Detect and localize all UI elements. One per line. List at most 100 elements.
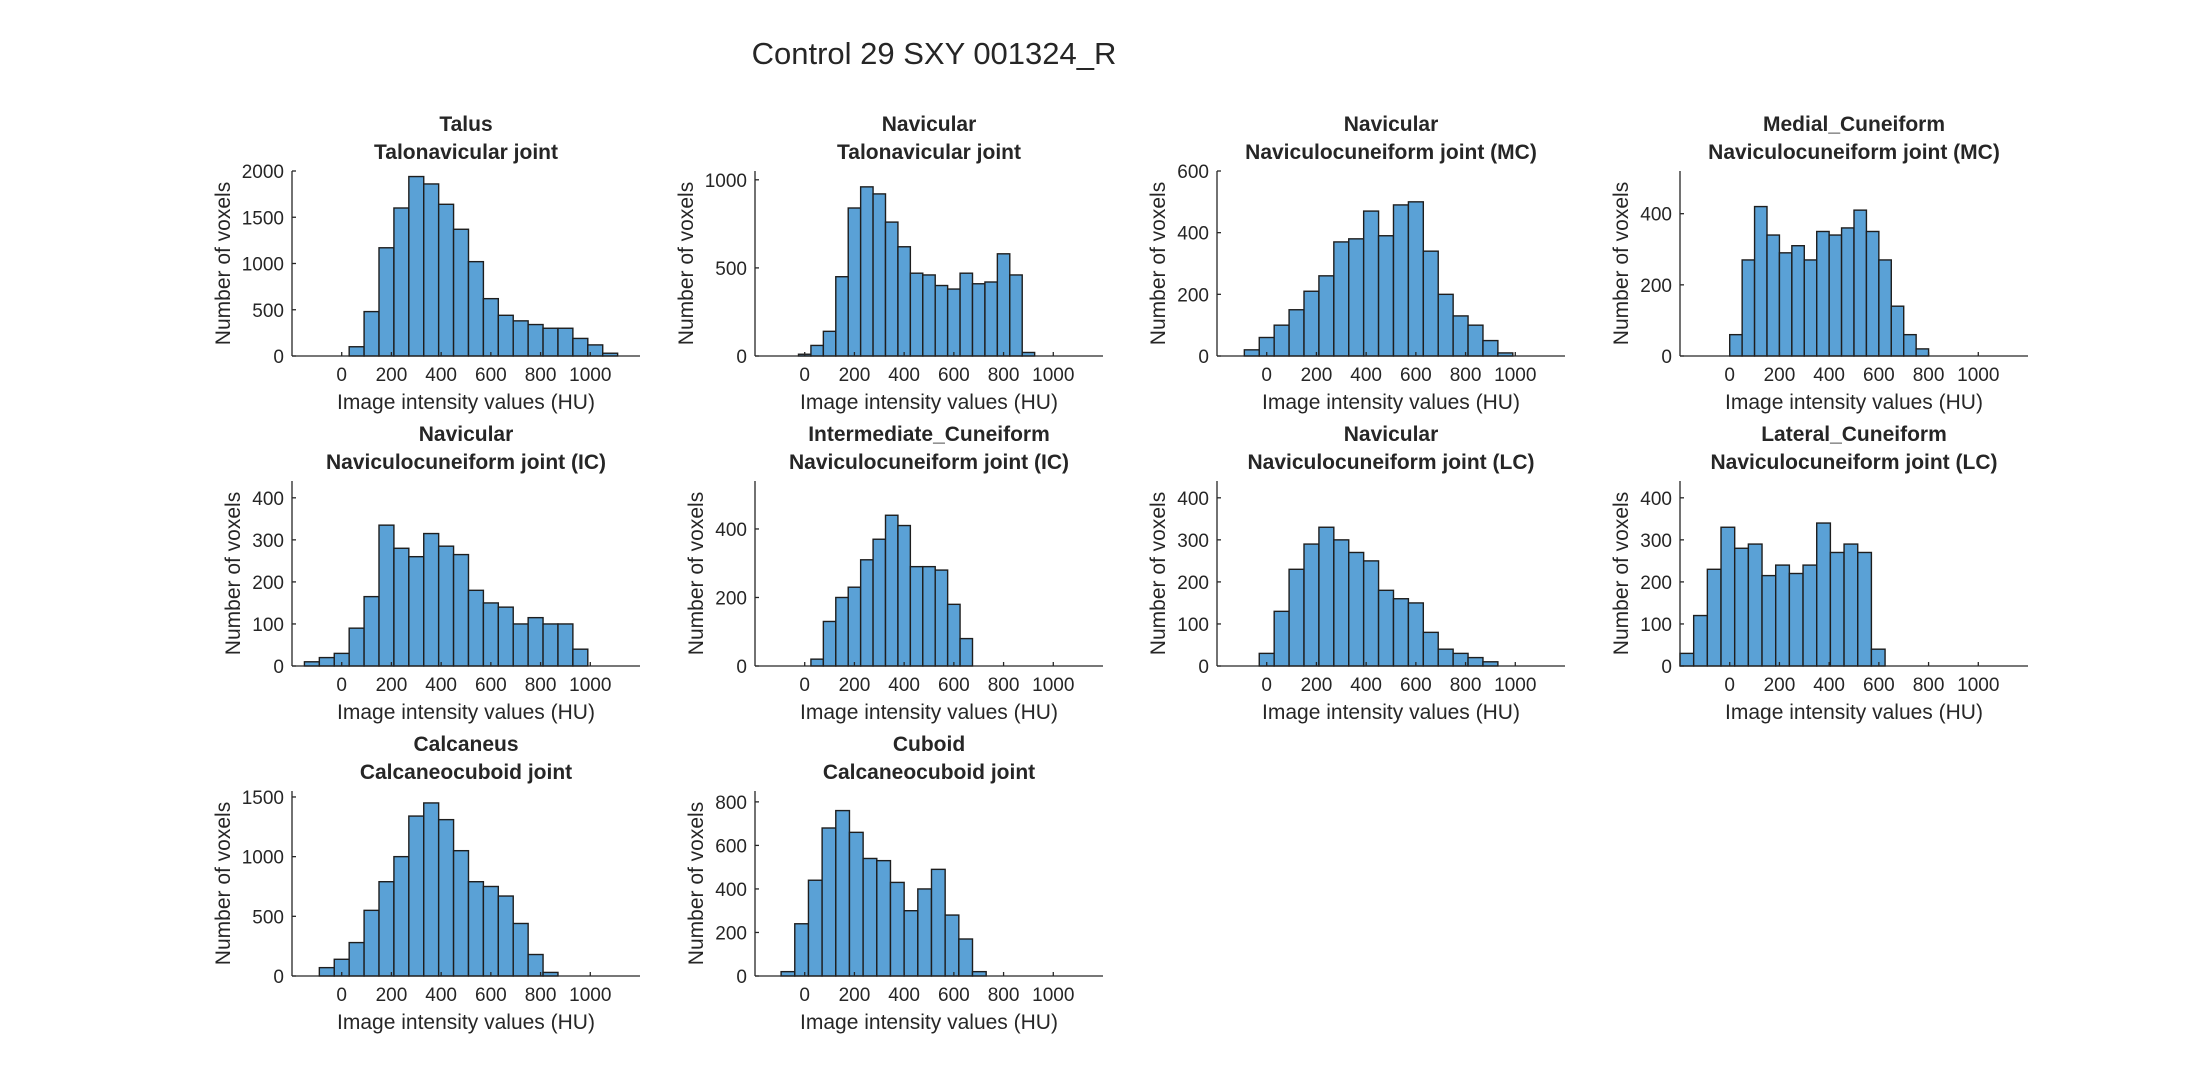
histogram-bar — [393, 547, 410, 667]
histogram-bar — [1348, 238, 1365, 357]
x-tick-label: 200 — [839, 365, 871, 386]
histogram-bar — [958, 938, 974, 977]
y-axis-label: Number of voxels — [1147, 492, 1170, 655]
histogram-bar — [1857, 551, 1873, 667]
histogram-bar — [467, 260, 485, 357]
histogram-bar — [847, 586, 862, 667]
x-tick-label: 400 — [888, 365, 920, 386]
histogram-bar — [1915, 348, 1930, 357]
histogram-bar — [452, 849, 470, 977]
x-tick-label: 600 — [938, 985, 970, 1006]
y-tick-label: 200 — [715, 923, 747, 944]
histogram-bar — [1348, 551, 1365, 667]
histogram-bar — [1422, 631, 1439, 667]
histogram-bar — [872, 538, 887, 667]
x-tick-label: 600 — [1863, 365, 1895, 386]
histogram-bar — [393, 855, 410, 977]
histogram-bar — [930, 868, 946, 977]
histogram-bar — [959, 637, 974, 667]
y-tick-label: 400 — [1640, 205, 1672, 226]
histogram-bar — [363, 310, 380, 357]
x-tick-label: 400 — [888, 985, 920, 1006]
histogram-bar — [363, 595, 380, 667]
histogram-bar — [1890, 305, 1905, 357]
histogram-subplot: Navicular Naviculocuneiform joint (MC) 0 20… — [1147, 113, 1565, 414]
histogram-bar — [1362, 210, 1380, 357]
histogram-bar — [437, 203, 455, 357]
x-tick-label: 0 — [799, 365, 810, 386]
x-tick-label: 200 — [839, 675, 871, 696]
y-tick-label: 0 — [273, 967, 284, 988]
y-tick-label: 500 — [252, 907, 284, 928]
histogram-bar — [884, 221, 899, 357]
histogram-bar — [497, 606, 514, 667]
histogram-subplot: Lateral_Cuneiform Naviculocuneiform joint… — [1610, 423, 2028, 724]
y-tick-label: 400 — [715, 520, 747, 541]
x-tick-label: 200 — [376, 365, 408, 386]
histogram-bar — [363, 909, 380, 977]
histogram-bar — [959, 272, 974, 357]
histogram-bar — [822, 620, 837, 667]
histogram-bar — [348, 627, 365, 667]
histogram-bar — [1377, 589, 1395, 667]
histogram-bar — [1318, 526, 1335, 667]
histogram-bar — [437, 545, 455, 667]
x-tick-label: 800 — [988, 985, 1020, 1006]
x-tick-label: 200 — [376, 675, 408, 696]
x-tick-label: 1000 — [1032, 675, 1074, 696]
histogram-bar — [1865, 230, 1880, 357]
y-tick-label: 500 — [252, 301, 284, 322]
histogram-bar — [876, 859, 892, 977]
histogram-subplot: Cuboid Calcaneocuboid joint 0 200 400 600 800 1… — [685, 733, 1103, 1034]
y-axis-label: Number of voxels — [1610, 182, 1633, 345]
x-tick-label: 600 — [475, 985, 507, 1006]
histogram-bar — [917, 888, 933, 977]
histogram-bar — [1720, 526, 1736, 667]
histogram-subplot: Intermediate_Cuneiform Naviculocuneiform … — [685, 423, 1103, 724]
histogram-bar — [467, 589, 485, 667]
y-tick-label: 0 — [1198, 657, 1209, 678]
histogram-bar — [1878, 259, 1892, 357]
histogram-bar — [889, 881, 905, 977]
histogram-bar — [1452, 315, 1469, 357]
y-tick-label: 0 — [1198, 347, 1209, 368]
histogram-bar — [1843, 543, 1859, 667]
histogram-bar — [1407, 602, 1425, 667]
y-tick-label: 600 — [1177, 162, 1209, 183]
histogram-bar — [482, 885, 500, 977]
y-tick-label: 0 — [1661, 347, 1672, 368]
x-axis-label: Image intensity values (HU) — [1725, 701, 1983, 724]
x-tick-label: 0 — [1261, 365, 1272, 386]
histogram-bar — [971, 283, 986, 357]
histogram-bar — [1788, 572, 1804, 667]
histogram-bar — [557, 327, 574, 357]
histogram-bar — [810, 344, 825, 357]
y-axis-label: Number of voxels — [675, 182, 698, 345]
x-axis-label: Image intensity values (HU) — [337, 391, 595, 414]
histogram-bar — [1816, 522, 1832, 667]
x-tick-label: 0 — [799, 985, 810, 1006]
subplot-title-line: Talonavicular joint — [837, 141, 1021, 164]
histogram-bar — [1692, 614, 1709, 667]
x-tick-label: 800 — [988, 675, 1020, 696]
x-tick-label: 200 — [1764, 675, 1796, 696]
x-tick-label: 800 — [1913, 675, 1945, 696]
histogram-bar — [452, 553, 470, 667]
histogram-bar — [922, 274, 936, 357]
histogram-bar — [1467, 324, 1484, 357]
y-tick-label: 500 — [715, 259, 747, 280]
histogram-bar — [1706, 568, 1722, 667]
x-tick-label: 800 — [1450, 675, 1482, 696]
histogram-bar — [1318, 275, 1335, 357]
figure-title: Control 29 SXY 001324_R — [752, 36, 1117, 71]
histogram-bar — [835, 276, 849, 357]
histogram-bar — [1903, 333, 1917, 357]
subplot-title-line: Cuboid — [893, 733, 965, 756]
histogram-bar — [557, 623, 574, 667]
x-axis-label: Image intensity values (HU) — [800, 391, 1058, 414]
histogram-bar — [467, 881, 485, 977]
histogram-bar — [1753, 205, 1768, 357]
histogram-bar — [1729, 333, 1743, 357]
x-tick-label: 800 — [525, 365, 557, 386]
x-tick-label: 200 — [376, 985, 408, 1006]
